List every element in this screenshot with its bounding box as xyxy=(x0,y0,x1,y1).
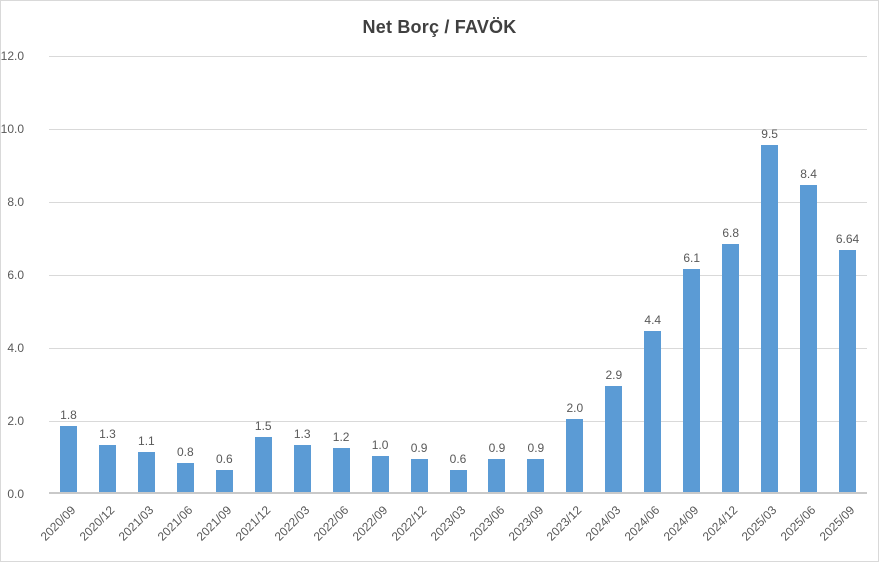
bar xyxy=(722,243,740,492)
bar xyxy=(644,331,662,492)
x-tick-label: 2021/09 xyxy=(193,503,235,544)
bar-value-label: 1.2 xyxy=(332,430,350,445)
x-tick-label: 2024/09 xyxy=(661,503,702,544)
y-tick-label: 10.0 xyxy=(0,122,24,136)
bar-value-label: 6.1 xyxy=(683,251,701,266)
x-tick-label: 2024/12 xyxy=(699,503,741,544)
gridline xyxy=(49,347,867,349)
x-tick-label: 2025/09 xyxy=(816,503,858,544)
bar-value-label: 1.3 xyxy=(293,426,311,441)
bar-value-label: 1.1 xyxy=(138,433,155,448)
x-tick-label: 2023/06 xyxy=(466,503,507,544)
x-tick-label: 2022/12 xyxy=(388,503,429,544)
x-tick-label: 2025/03 xyxy=(738,503,780,544)
bar-value-label: 2.0 xyxy=(566,401,584,415)
chart-title: Net Borç / FAVÖK xyxy=(362,17,517,37)
bar xyxy=(761,145,779,492)
bar xyxy=(566,419,584,492)
bar xyxy=(215,470,233,492)
gridline xyxy=(49,420,867,422)
bar-value-label: 9.5 xyxy=(761,127,778,142)
y-tick-label: 2.0 xyxy=(7,414,24,428)
bar-value-label: 2.9 xyxy=(605,368,623,383)
bar-value-label: 0.9 xyxy=(410,441,428,456)
y-tick-label: 0.0 xyxy=(7,487,24,501)
x-tick-label: 2024/03 xyxy=(583,503,624,544)
x-tick-label: 2021/12 xyxy=(232,503,274,544)
bar-value-label: 1.3 xyxy=(99,426,116,441)
y-tick-label: 4.0 xyxy=(7,341,24,355)
bar xyxy=(98,444,116,492)
x-tick-label: 2020/09 xyxy=(37,503,79,544)
bar-value-label: 8.4 xyxy=(800,167,817,182)
bar-value-label: 1.5 xyxy=(254,419,272,434)
bar xyxy=(293,444,311,492)
bar xyxy=(488,459,506,492)
x-tick-label: 2023/03 xyxy=(427,503,468,544)
x-tick-label: 2024/06 xyxy=(622,503,663,544)
bar-value-label: 1.8 xyxy=(60,408,77,423)
x-tick-label: 2025/06 xyxy=(777,503,819,544)
x-tick-label: 2021/06 xyxy=(154,503,196,544)
bar-value-label: 6.64 xyxy=(835,231,860,246)
bar-value-label: 0.6 xyxy=(215,452,233,467)
x-tick-label: 2021/03 xyxy=(115,503,157,544)
bar xyxy=(839,249,857,492)
x-axis: 2020/09 2020/12 2021/03 2021/06 2021/09 2021/… xyxy=(38,496,867,561)
gridline xyxy=(49,55,867,57)
bar-value-label: 6.8 xyxy=(722,225,739,240)
x-tick-label: 2023/12 xyxy=(544,503,585,544)
x-tick-label: 2022/09 xyxy=(349,503,391,544)
bar-value-label: 0.9 xyxy=(527,441,545,456)
bar xyxy=(59,426,77,492)
x-tick-label: 2020/12 xyxy=(76,503,118,544)
bar xyxy=(683,269,701,492)
x-tick-label: 2022/03 xyxy=(271,503,313,544)
bar xyxy=(449,470,467,492)
bar xyxy=(605,386,623,492)
gridline xyxy=(49,128,867,130)
y-tick-label: 8.0 xyxy=(7,195,24,209)
bar xyxy=(371,455,389,492)
bar xyxy=(332,448,350,492)
bar-value-label: 4.4 xyxy=(644,313,662,328)
gridline xyxy=(49,274,867,276)
bar xyxy=(254,437,272,492)
x-tick-label: 2022/06 xyxy=(310,503,352,544)
bar xyxy=(527,459,545,492)
bar-value-label: 0.8 xyxy=(176,444,194,459)
bar-value-label: 0.9 xyxy=(488,441,506,456)
y-tick-label: 12.0 xyxy=(0,49,24,63)
bar-value-label: 0.6 xyxy=(449,452,467,467)
y-tick-label: 6.0 xyxy=(7,268,24,282)
bar-value-label: 1.0 xyxy=(371,437,389,452)
plot-area: 0.0 2.0 4.0 6.0 8.0 10.0 12.0 1.8 1.3 1.1 0.8 0.6 1.… xyxy=(1,49,867,501)
bar xyxy=(410,459,428,492)
bar xyxy=(800,185,818,492)
bar xyxy=(137,451,155,492)
bar xyxy=(176,462,194,492)
gridline xyxy=(49,201,867,203)
x-tick-label: 2023/09 xyxy=(505,503,546,544)
